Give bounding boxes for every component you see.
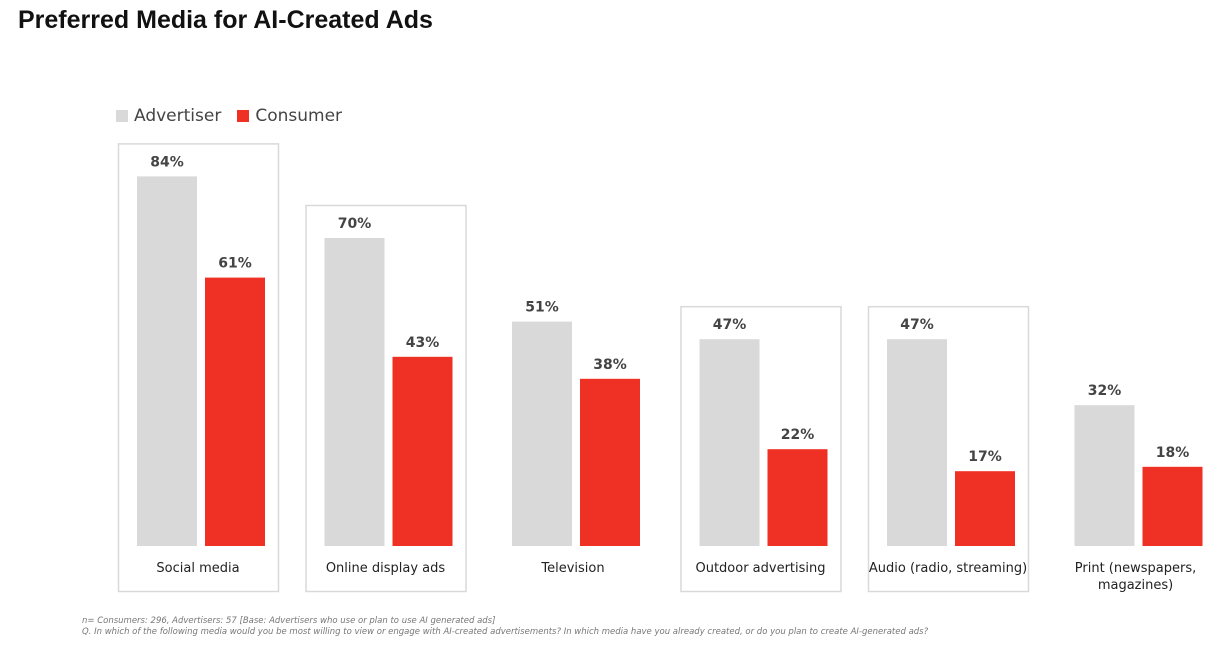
data-label-consumer: 38% <box>593 357 627 373</box>
data-label-advertiser: 32% <box>1088 383 1122 399</box>
bar-advertiser <box>699 339 760 546</box>
data-label-consumer: 43% <box>406 335 440 351</box>
bar-advertiser <box>1074 405 1135 546</box>
bar-consumer <box>205 277 265 546</box>
bar-advertiser <box>887 339 947 546</box>
bar-advertiser <box>324 238 385 546</box>
category-label: Television <box>540 561 604 576</box>
bar-consumer <box>580 378 640 546</box>
legend-label-advertiser: Advertiser <box>134 106 222 126</box>
legend-item-advertiser: Advertiser <box>116 106 221 126</box>
highlight-box <box>867 305 1030 593</box>
legend-item-consumer: Consumer <box>237 106 342 126</box>
data-label-consumer: 18% <box>1156 445 1190 461</box>
bar-advertiser <box>512 321 572 546</box>
data-label-advertiser: 70% <box>338 216 372 232</box>
highlight-box <box>680 305 842 593</box>
legend: Advertiser Consumer <box>116 106 358 126</box>
category-label: Audio (radio, streaming) <box>869 561 1027 576</box>
category-label: Online display ads <box>326 561 446 576</box>
data-label-advertiser: 47% <box>713 317 747 333</box>
bar-consumer <box>1142 466 1203 546</box>
bar-consumer <box>392 356 453 546</box>
highlight-box <box>117 143 280 593</box>
footnote-sample: n= Consumers: 296, Advertisers: 57 [Base… <box>82 616 496 626</box>
category-label: Print (newspapers, magazines) <box>1075 561 1196 593</box>
bar-consumer <box>767 449 828 546</box>
legend-swatch-advertiser <box>116 110 128 122</box>
legend-label-consumer: Consumer <box>255 106 343 126</box>
category-label: Social media <box>156 561 239 576</box>
data-label-advertiser: 51% <box>525 300 559 316</box>
category-label: Outdoor advertising <box>695 561 825 576</box>
data-label-advertiser: 47% <box>900 317 934 333</box>
bar-advertiser <box>137 176 197 546</box>
data-label-consumer: 17% <box>968 449 1002 465</box>
chart-title: Preferred Media for AI-Created Ads <box>18 6 433 34</box>
highlight-box <box>305 204 467 593</box>
bar-consumer <box>955 471 1015 546</box>
data-label-consumer: 61% <box>218 256 252 272</box>
footnote-question: Q. In which of the following media would… <box>82 627 929 637</box>
legend-swatch-consumer <box>237 110 250 122</box>
data-label-consumer: 22% <box>781 427 815 443</box>
data-label-advertiser: 84% <box>150 154 184 170</box>
